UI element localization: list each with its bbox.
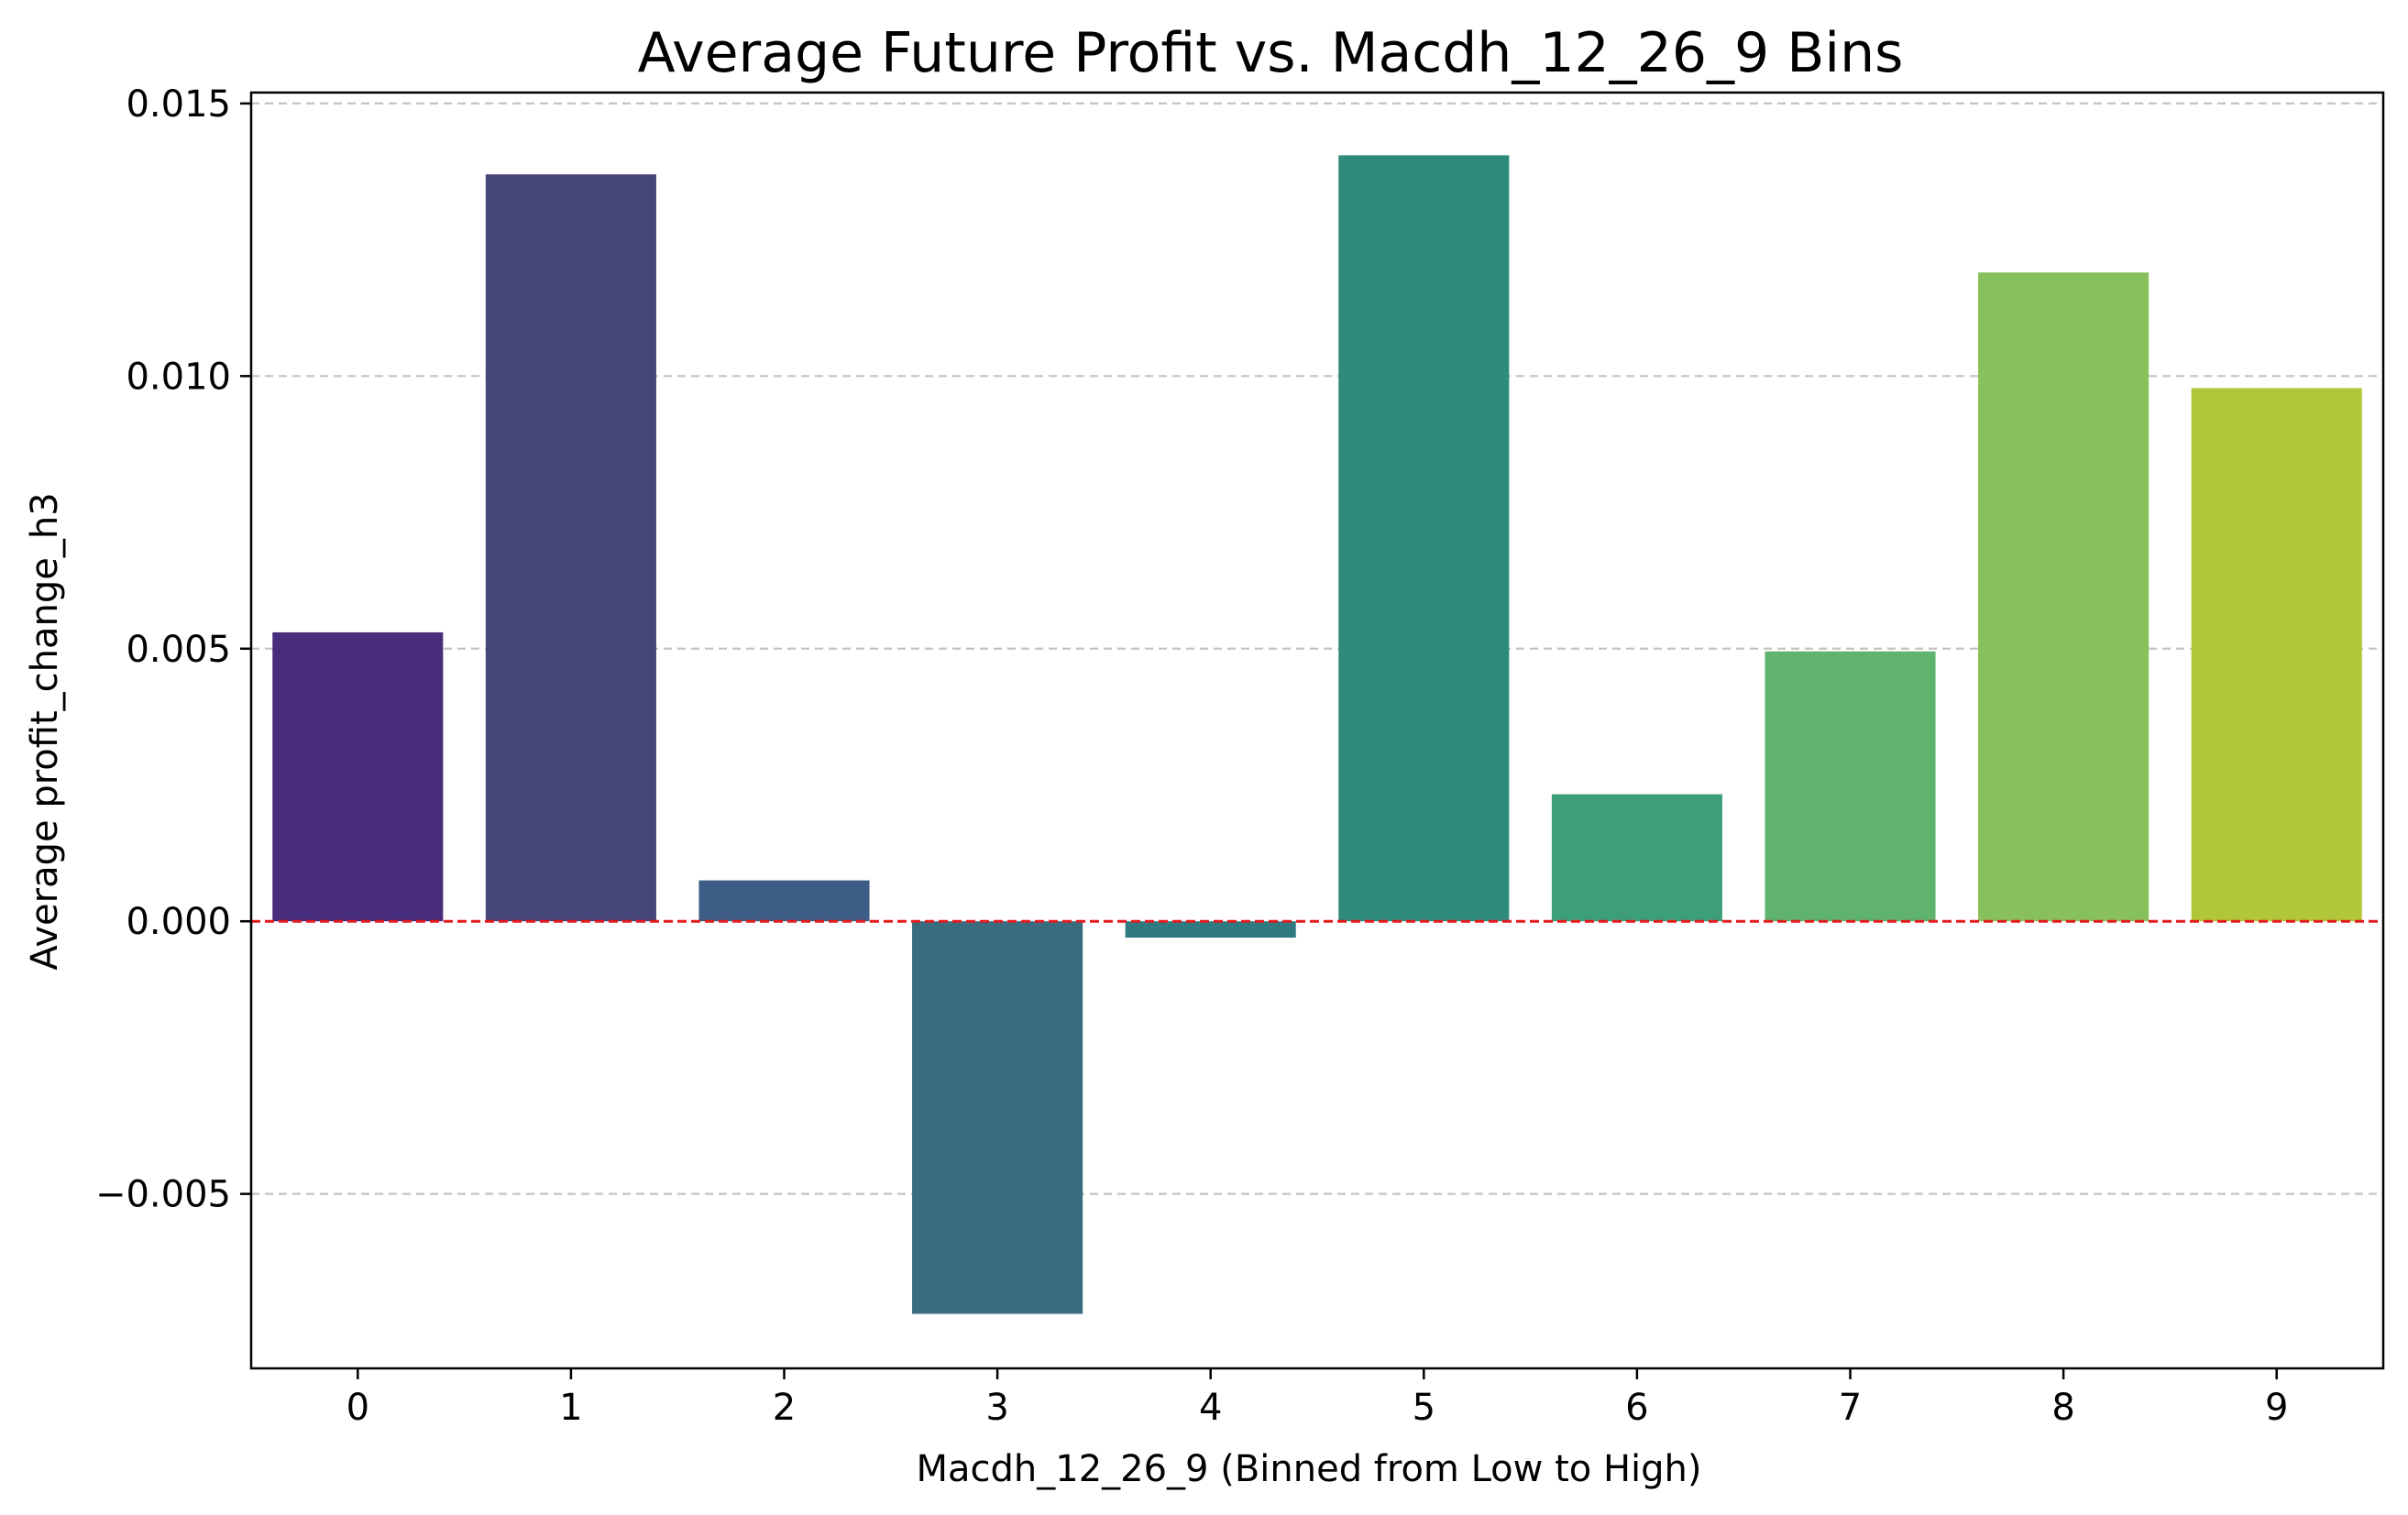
chart-title: Average Future Profit vs. Macdh_12_26_9 … <box>638 21 1904 85</box>
bar-5 <box>1338 155 1510 922</box>
x-axis-ticks: 0 1 2 3 4 5 6 7 8 9 <box>346 1368 2288 1429</box>
y-axis-label: Average profit_change_h3 <box>24 492 66 970</box>
bar-8 <box>1978 272 2150 922</box>
y-axis-ticks: −0.005 0.000 0.005 0.010 0.015 <box>95 83 251 1216</box>
bar-0 <box>272 631 444 922</box>
y-tick-label: −0.005 <box>95 1174 231 1216</box>
x-tick-label: 0 <box>346 1387 369 1429</box>
x-axis-label: Macdh_12_26_9 (Binned from Low to High) <box>917 1448 1702 1490</box>
x-tick-label: 3 <box>985 1387 1008 1429</box>
y-tick-label: 0.015 <box>126 83 231 126</box>
y-tick-label: 0.010 <box>126 356 231 398</box>
x-tick-label: 5 <box>1413 1387 1435 1429</box>
bar-7 <box>1765 651 1936 922</box>
bar-1 <box>485 174 656 922</box>
x-tick-label: 2 <box>773 1387 796 1429</box>
x-tick-label: 6 <box>1625 1387 1648 1429</box>
y-tick-label: 0.005 <box>126 629 231 671</box>
x-tick-label: 4 <box>1199 1387 1222 1429</box>
bar-6 <box>1551 794 1722 922</box>
x-tick-label: 7 <box>1839 1387 1862 1429</box>
bar-9 <box>2191 388 2362 922</box>
bar-3 <box>912 921 1083 1314</box>
y-tick-label: 0.000 <box>126 901 231 943</box>
bar-2 <box>698 880 870 922</box>
x-tick-label: 8 <box>2051 1387 2074 1429</box>
bars <box>272 155 2362 1314</box>
x-tick-label: 1 <box>559 1387 582 1429</box>
bar-4 <box>1125 921 1296 939</box>
plot-frame <box>249 91 2385 1370</box>
x-tick-label: 9 <box>2265 1387 2288 1429</box>
